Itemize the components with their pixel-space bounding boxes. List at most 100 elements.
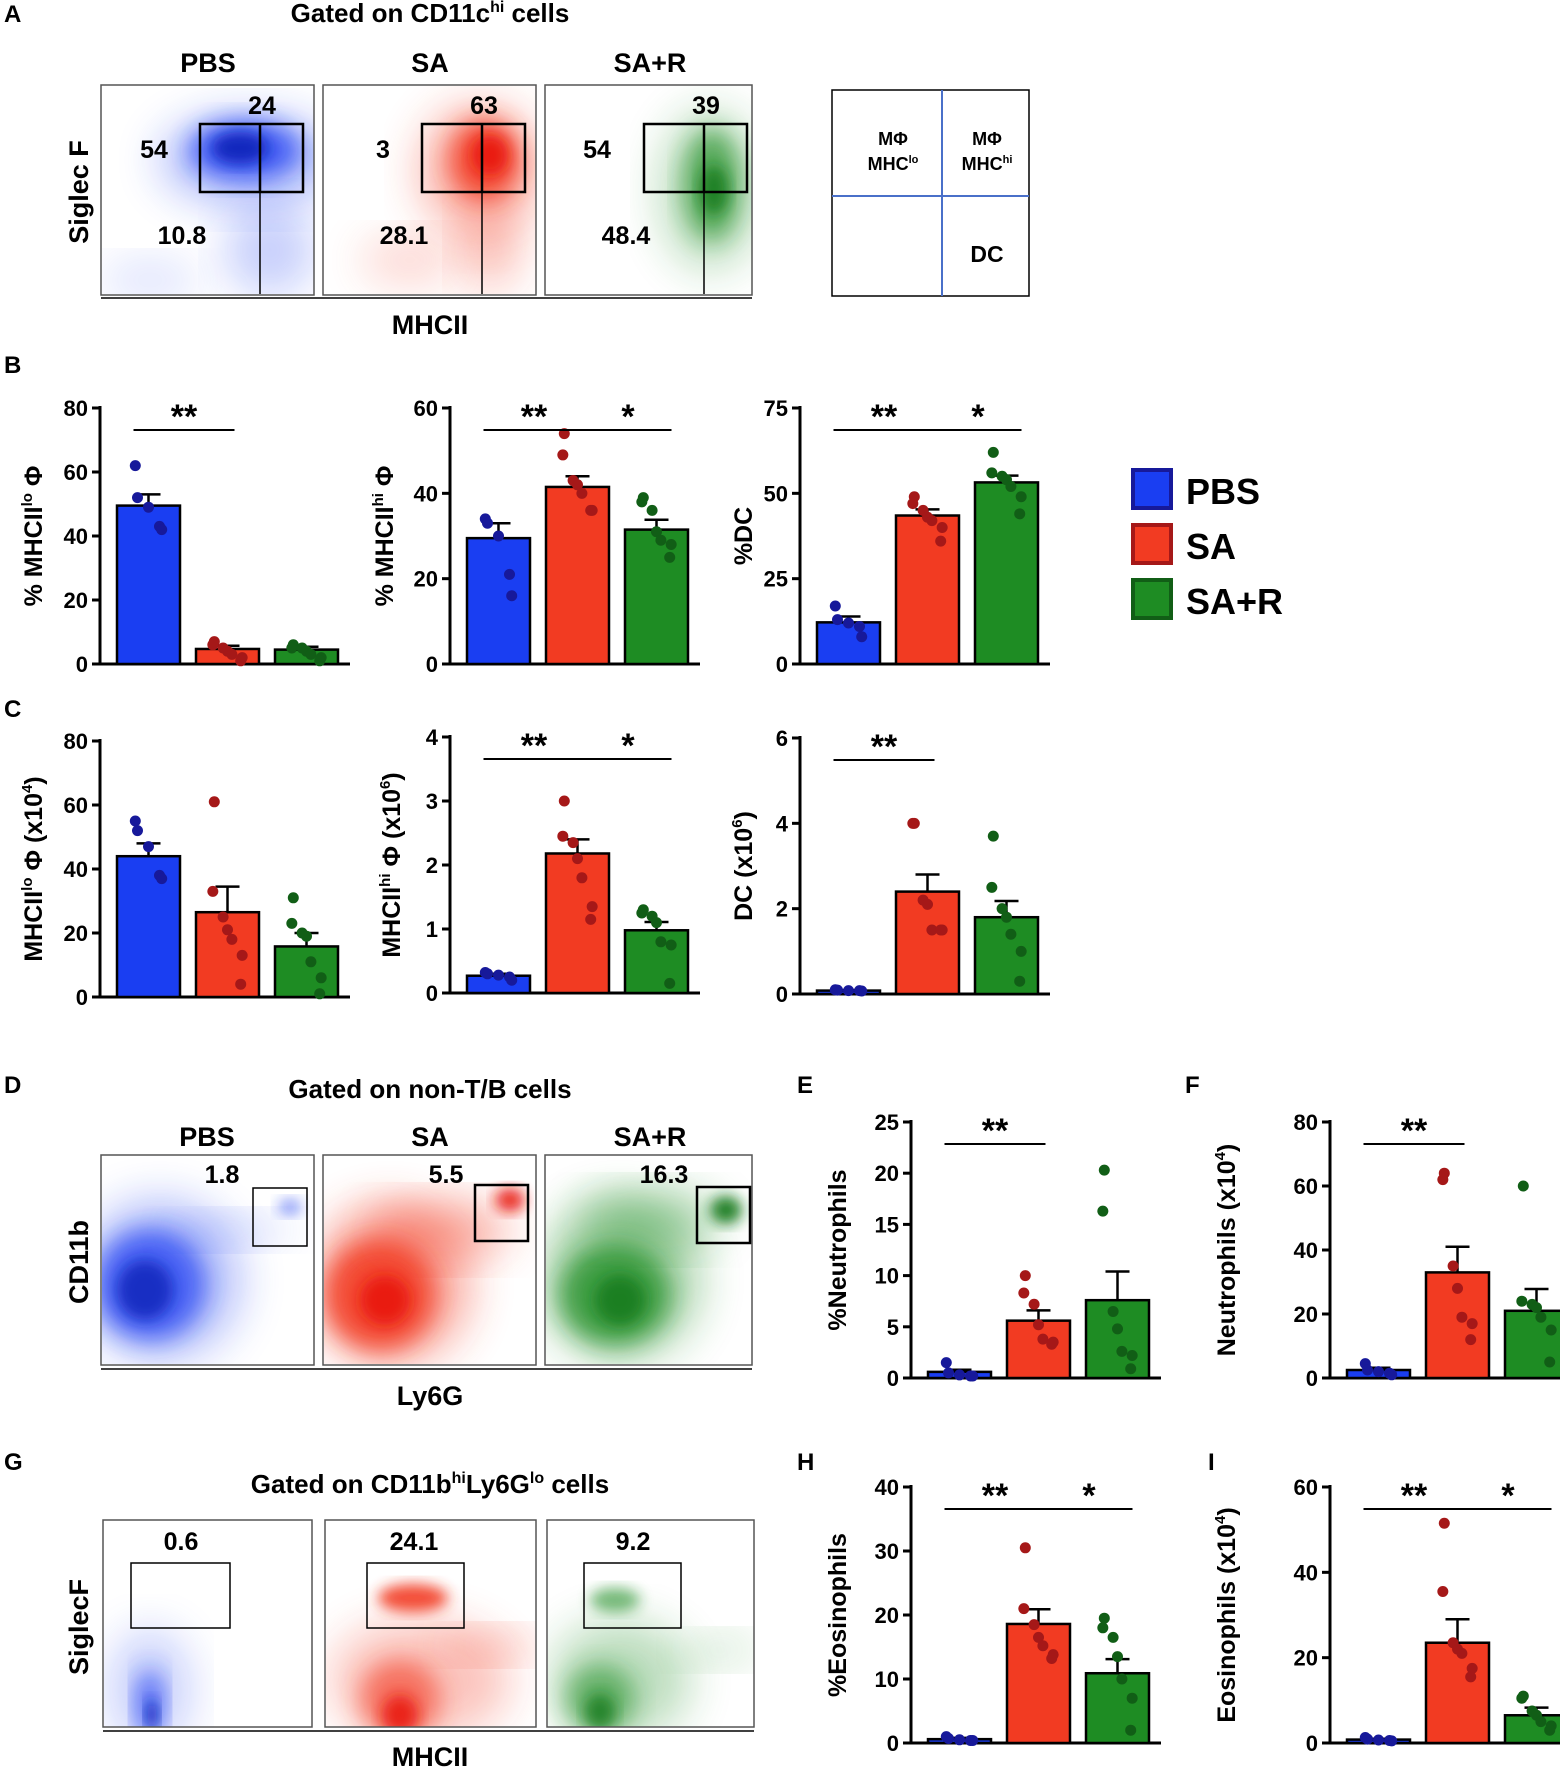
data-point-sar [1126, 1692, 1138, 1704]
panel-letter-d: D [4, 1072, 21, 1099]
gate-value: 16.3 [640, 1161, 689, 1189]
legend-swatch-sa [1131, 523, 1173, 565]
data-point-sar [315, 972, 327, 984]
legend-label-sar: SA+R [1186, 581, 1283, 622]
panel-d-label-sa: SA [411, 1122, 449, 1152]
bar-pbs [815, 621, 882, 666]
key-tl-line2: MHClo [868, 154, 919, 174]
data-point-sa [926, 515, 938, 527]
panel-g-ylabel: SiglecF [64, 1579, 94, 1675]
y-tick-label: 4 [426, 725, 439, 750]
data-point-pbs [1386, 1369, 1398, 1381]
data-point-sar [996, 903, 1008, 915]
y-tick-label: 40 [1294, 1560, 1318, 1585]
data-point-pbs [493, 530, 504, 542]
data-point-sa [1456, 1311, 1468, 1323]
data-point-sar [286, 642, 298, 654]
data-point-sar [1098, 1612, 1110, 1624]
bar-sa [544, 852, 611, 995]
data-point-sa [1466, 1662, 1478, 1674]
data-point-pbs [940, 1357, 952, 1369]
gate-value: 0.6 [164, 1528, 199, 1556]
panel-letter-e: E [797, 1072, 813, 1099]
y-tick-label: 0 [887, 1731, 899, 1756]
y-tick-label: 40 [1294, 1238, 1318, 1263]
data-point-sar [1015, 491, 1027, 503]
gate-value: 24.1 [390, 1528, 439, 1556]
y-tick-label: 20 [875, 1161, 899, 1186]
data-point-pbs [506, 590, 518, 602]
data-point-sar [301, 930, 312, 942]
bar-sa [1424, 1641, 1491, 1745]
data-point-sar [651, 526, 662, 538]
data-point-sar [1112, 1323, 1123, 1335]
y-tick-label: 60 [1294, 1475, 1318, 1500]
y-tick-label: 5 [887, 1315, 899, 1340]
chart-e: 0 5 10 15 20 25 %Neutrophils ** [824, 1110, 1161, 1391]
data-point-sa [207, 885, 219, 897]
data-point-sa [585, 913, 597, 925]
data-point-pbs [129, 815, 141, 827]
data-point-pbs [954, 1369, 965, 1381]
y-tick-label: 75 [764, 396, 788, 421]
quad-value-tr: 39 [692, 92, 720, 120]
data-point-sar [1014, 975, 1026, 987]
y-tick-label: 2 [426, 853, 438, 878]
panel-g-xlabel: MHCII [392, 1742, 469, 1769]
quad-value-tl: 54 [583, 136, 611, 164]
y-axis-label: %Eosinophils [824, 1533, 852, 1697]
data-point-sa [1037, 1640, 1049, 1652]
data-point-sa [236, 949, 248, 961]
panel-letter-g: G [4, 1449, 23, 1476]
legend-label-sa: SA [1186, 526, 1236, 567]
data-point-sa [226, 933, 238, 945]
y-tick-label: 20 [1294, 1302, 1318, 1327]
data-point-sar [636, 496, 648, 508]
bar-sa [544, 485, 611, 666]
y-tick-label: 80 [64, 396, 88, 421]
bar-pbs [115, 854, 182, 999]
data-point-sar [305, 648, 317, 660]
y-tick-label: 50 [764, 481, 788, 506]
data-point-sa [557, 830, 569, 842]
y-tick-label: 60 [64, 460, 88, 485]
y-axis-label: Neutrophils (x104) [1212, 1144, 1241, 1357]
flow-plot-g-sar: 9.2 [546, 1519, 755, 1728]
data-point-sa [235, 655, 247, 667]
data-point-pbs [967, 1370, 979, 1382]
panel-d-xlabel: Ly6G [397, 1381, 464, 1411]
data-point-pbs [504, 568, 515, 580]
significance-label: * [621, 727, 635, 765]
data-point-sa [935, 924, 947, 936]
flow-plot-a-pbs: 54 24 10.8 [100, 84, 315, 296]
y-tick-label: 40 [64, 857, 88, 882]
flow-plot-g-sa: 24.1 [324, 1519, 537, 1728]
significance-label: ** [1401, 1112, 1428, 1150]
data-point-pbs [132, 492, 143, 504]
data-point-sa [235, 978, 247, 990]
data-point-sar [1531, 1302, 1542, 1314]
key-tr-line1: MΦ [972, 129, 1002, 149]
data-point-sa [1028, 1619, 1040, 1631]
data-point-sa [222, 924, 233, 936]
data-point-sar [1126, 1349, 1138, 1361]
y-axis-label: Eosinophils (x104) [1212, 1507, 1241, 1722]
data-point-pbs [856, 631, 868, 643]
y-tick-label: 60 [64, 793, 88, 818]
panel-a-label-sa: SA [411, 48, 449, 78]
panel-d-label-sar: SA+R [614, 1122, 687, 1152]
data-point-sar [1544, 1724, 1556, 1736]
flow-plot-d-pbs: 1.8 [100, 1154, 315, 1366]
data-point-sar [646, 504, 658, 516]
flow-plot-a-sa: 3 63 28.1 [322, 84, 537, 296]
bar-sa [894, 514, 961, 666]
bar-pbs [115, 504, 182, 666]
data-point-sa [1028, 1298, 1040, 1310]
y-tick-label: 25 [875, 1110, 899, 1135]
data-point-sa [1438, 1517, 1450, 1529]
panel-d-label-pbs: PBS [179, 1122, 235, 1152]
y-tick-label: 20 [1294, 1646, 1318, 1671]
chart-c1: 0 20 40 60 80 MHCIIlo Φ (x104) [19, 729, 350, 1010]
data-point-sar [1005, 928, 1017, 940]
